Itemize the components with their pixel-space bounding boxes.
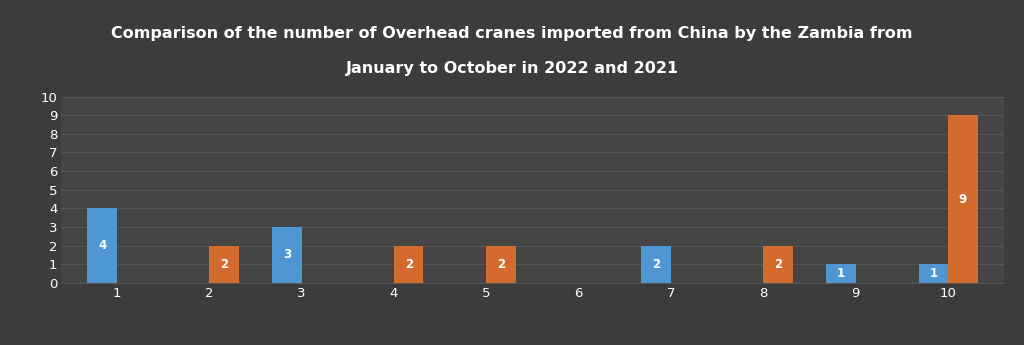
Bar (272, 227, 302, 283)
Text: Comparison of the number of Overhead cranes imported from China by the Zambia fr: Comparison of the number of Overhead cra… (112, 27, 912, 41)
Text: 3: 3 (283, 248, 291, 262)
Bar (948, 115, 978, 283)
Bar (919, 264, 948, 283)
Text: January to October in 2022 and 2021: January to October in 2022 and 2021 (345, 61, 679, 76)
Bar (486, 246, 516, 283)
Legend: 2021, 2022: 2021, 2022 (474, 341, 591, 345)
Text: 1: 1 (837, 267, 845, 280)
Bar (394, 246, 424, 283)
Bar (641, 246, 671, 283)
Text: 2: 2 (652, 258, 660, 271)
Bar (763, 246, 793, 283)
Text: 2: 2 (774, 258, 782, 271)
Text: 2: 2 (497, 258, 505, 271)
Bar (209, 246, 239, 283)
Text: 9: 9 (958, 193, 967, 206)
Text: 2: 2 (220, 258, 228, 271)
Text: 2: 2 (404, 258, 413, 271)
Text: 4: 4 (98, 239, 106, 252)
Text: 1: 1 (929, 267, 937, 280)
Bar (87, 208, 117, 283)
Bar (826, 264, 856, 283)
